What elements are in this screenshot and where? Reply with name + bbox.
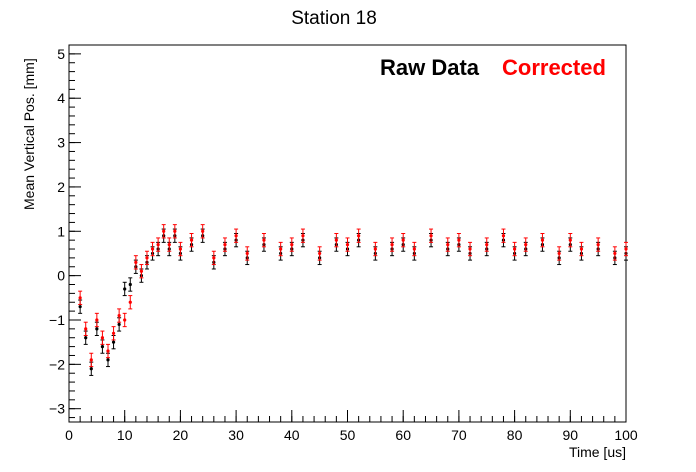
x-tick-label: 80 — [507, 427, 523, 443]
data-point — [557, 251, 561, 256]
data-point — [262, 238, 266, 242]
legend-corrected: Corrected — [502, 55, 606, 80]
data-point — [446, 242, 450, 247]
data-point — [596, 242, 600, 247]
data-point — [128, 282, 132, 287]
data-point — [334, 238, 338, 242]
series-0 — [78, 228, 628, 376]
data-point — [123, 318, 127, 322]
data-point — [624, 247, 628, 251]
y-axis: −3 −2 −1 0 1 2 3 4 5 — [49, 46, 81, 419]
data-point — [429, 234, 433, 238]
x-axis: 0 10 20 30 40 50 60 70 80 90 100 — [65, 410, 638, 443]
data-point — [111, 331, 116, 335]
data-point — [318, 251, 322, 256]
series-layer — [78, 224, 628, 376]
data-point — [390, 242, 394, 247]
x-tick-label: 10 — [117, 427, 133, 443]
data-point — [117, 313, 121, 318]
y-tick-label: 1 — [57, 223, 65, 239]
data-point — [457, 238, 461, 242]
data-point — [373, 247, 377, 251]
data-point — [95, 327, 99, 331]
data-point — [89, 358, 93, 362]
y-tick-label: 4 — [57, 90, 65, 106]
data-point — [111, 340, 116, 344]
data-point — [579, 247, 584, 251]
data-point — [540, 238, 545, 242]
x-tick-label: 30 — [228, 427, 244, 443]
data-point — [123, 287, 127, 291]
data-point — [84, 336, 88, 340]
data-point — [173, 229, 177, 233]
data-point — [84, 327, 88, 331]
data-point — [128, 300, 132, 304]
y-tick-label: −3 — [49, 401, 65, 417]
data-point — [613, 251, 617, 256]
data-point — [106, 358, 110, 362]
legend-raw-data: Raw Data — [380, 55, 480, 80]
x-tick-label: 40 — [284, 427, 300, 443]
x-tick-label: 0 — [65, 427, 73, 443]
data-point — [100, 336, 105, 340]
data-point — [78, 305, 82, 309]
y-tick-label: 3 — [57, 135, 65, 151]
data-point — [524, 242, 528, 247]
data-point — [100, 345, 105, 349]
y-tick-label: 5 — [57, 46, 65, 62]
data-point — [189, 238, 194, 242]
data-point — [501, 234, 506, 238]
data-point — [150, 247, 155, 251]
x-tick-label: 70 — [451, 427, 467, 443]
data-point — [234, 234, 238, 238]
data-point — [223, 242, 227, 247]
data-point — [513, 247, 517, 251]
y-tick-label: −2 — [49, 356, 65, 372]
data-point — [117, 322, 121, 327]
data-point — [89, 367, 93, 371]
y-tick-label: −1 — [49, 312, 65, 328]
data-point — [167, 242, 171, 247]
y-axis-label: Mean Vertical Pos. [mm] — [21, 58, 37, 210]
data-point — [245, 251, 249, 256]
data-point — [568, 238, 572, 242]
data-point — [95, 318, 99, 322]
y-tick-label: 0 — [57, 268, 65, 284]
data-point — [156, 242, 160, 247]
data-point — [468, 247, 472, 251]
x-tick-label: 100 — [614, 427, 638, 443]
data-point — [485, 242, 489, 247]
chart-title: Station 18 — [291, 8, 377, 29]
x-axis-label: Time [us] — [569, 444, 626, 460]
data-point — [139, 269, 144, 273]
y-tick-label: 2 — [57, 179, 65, 195]
x-tick-label: 20 — [173, 427, 189, 443]
data-point — [412, 247, 416, 251]
data-point — [401, 238, 405, 242]
x-tick-label: 50 — [340, 427, 356, 443]
x-tick-label: 90 — [563, 427, 579, 443]
data-point — [357, 234, 361, 238]
data-point — [145, 256, 149, 260]
data-point — [345, 242, 350, 247]
x-tick-label: 60 — [395, 427, 411, 443]
data-point — [301, 234, 305, 238]
data-point — [134, 260, 138, 264]
data-point — [279, 247, 283, 251]
data-point — [106, 349, 110, 353]
data-point — [78, 296, 82, 300]
data-point — [162, 229, 166, 233]
series-1 — [78, 224, 628, 368]
data-point — [212, 256, 216, 260]
data-point — [178, 247, 182, 251]
data-point — [201, 229, 205, 233]
data-point — [290, 242, 294, 247]
